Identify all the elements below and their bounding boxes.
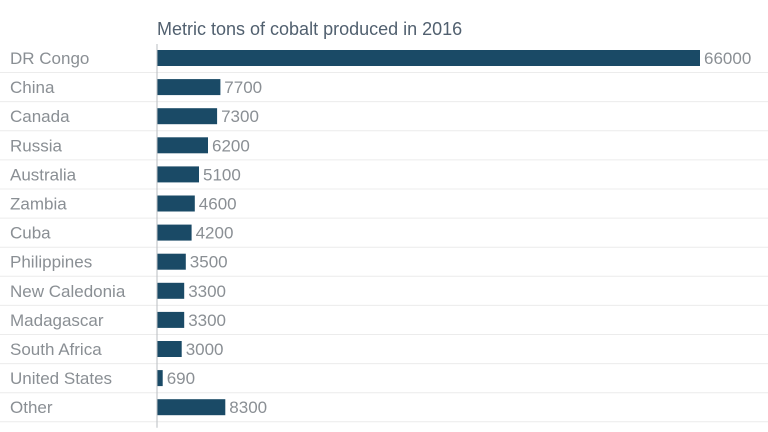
bar-madagascar [157,311,185,328]
category-label-new-caledonia: New Caledonia [10,282,126,301]
category-label-australia: Australia [10,165,77,184]
value-label-cuba: 4200 [196,224,234,243]
category-label-cuba: Cuba [10,224,51,243]
bar-china [157,79,221,96]
bar-south-africa [157,341,182,357]
bar-zambia [157,195,195,212]
category-label-dr-congo: DR Congo [10,49,89,68]
value-label-canada: 7300 [221,107,259,126]
value-label-zambia: 4600 [199,195,237,214]
bar-new-caledonia [157,282,185,299]
value-label-china: 7700 [224,78,262,97]
value-label-dr-congo: 66000 [704,49,751,68]
value-label-madagascar: 3300 [188,311,226,330]
category-label-madagascar: Madagascar [10,311,104,330]
value-label-australia: 5100 [203,165,241,184]
value-labels: 66000 7700 7300 6200 5100 4600 4200 3500 3300 330… [167,49,752,417]
category-labels: DR Congo China Canada Russia Australia Zambia… [10,49,126,417]
category-label-china: China [10,78,55,97]
bar-australia [157,166,199,183]
bar-philippines [157,253,186,270]
value-label-philippines: 3500 [190,253,228,272]
category-label-other: Other [10,398,53,417]
value-label-new-caledonia: 3300 [188,282,226,301]
bar-united-states [157,370,163,387]
bar-other [157,399,226,416]
category-label-zambia: Zambia [10,195,67,214]
bar-russia [157,137,208,154]
value-label-south-africa: 3000 [186,340,224,359]
gridlines [0,72,768,423]
category-label-russia: Russia [10,136,63,155]
value-label-russia: 6200 [212,136,250,155]
value-label-other: 8300 [229,398,267,417]
category-label-united-states: United States [10,369,112,388]
bar-canada [157,108,218,125]
category-label-philippines: Philippines [10,253,92,272]
category-label-canada: Canada [10,107,70,126]
chart-title: Metric tons of cobalt produced in 2016 [157,19,462,39]
bar-dr-congo [157,50,700,66]
bars [157,50,700,416]
bar-cuba [157,224,192,241]
category-label-south-africa: South Africa [10,340,102,359]
value-label-united-states: 690 [167,369,195,388]
